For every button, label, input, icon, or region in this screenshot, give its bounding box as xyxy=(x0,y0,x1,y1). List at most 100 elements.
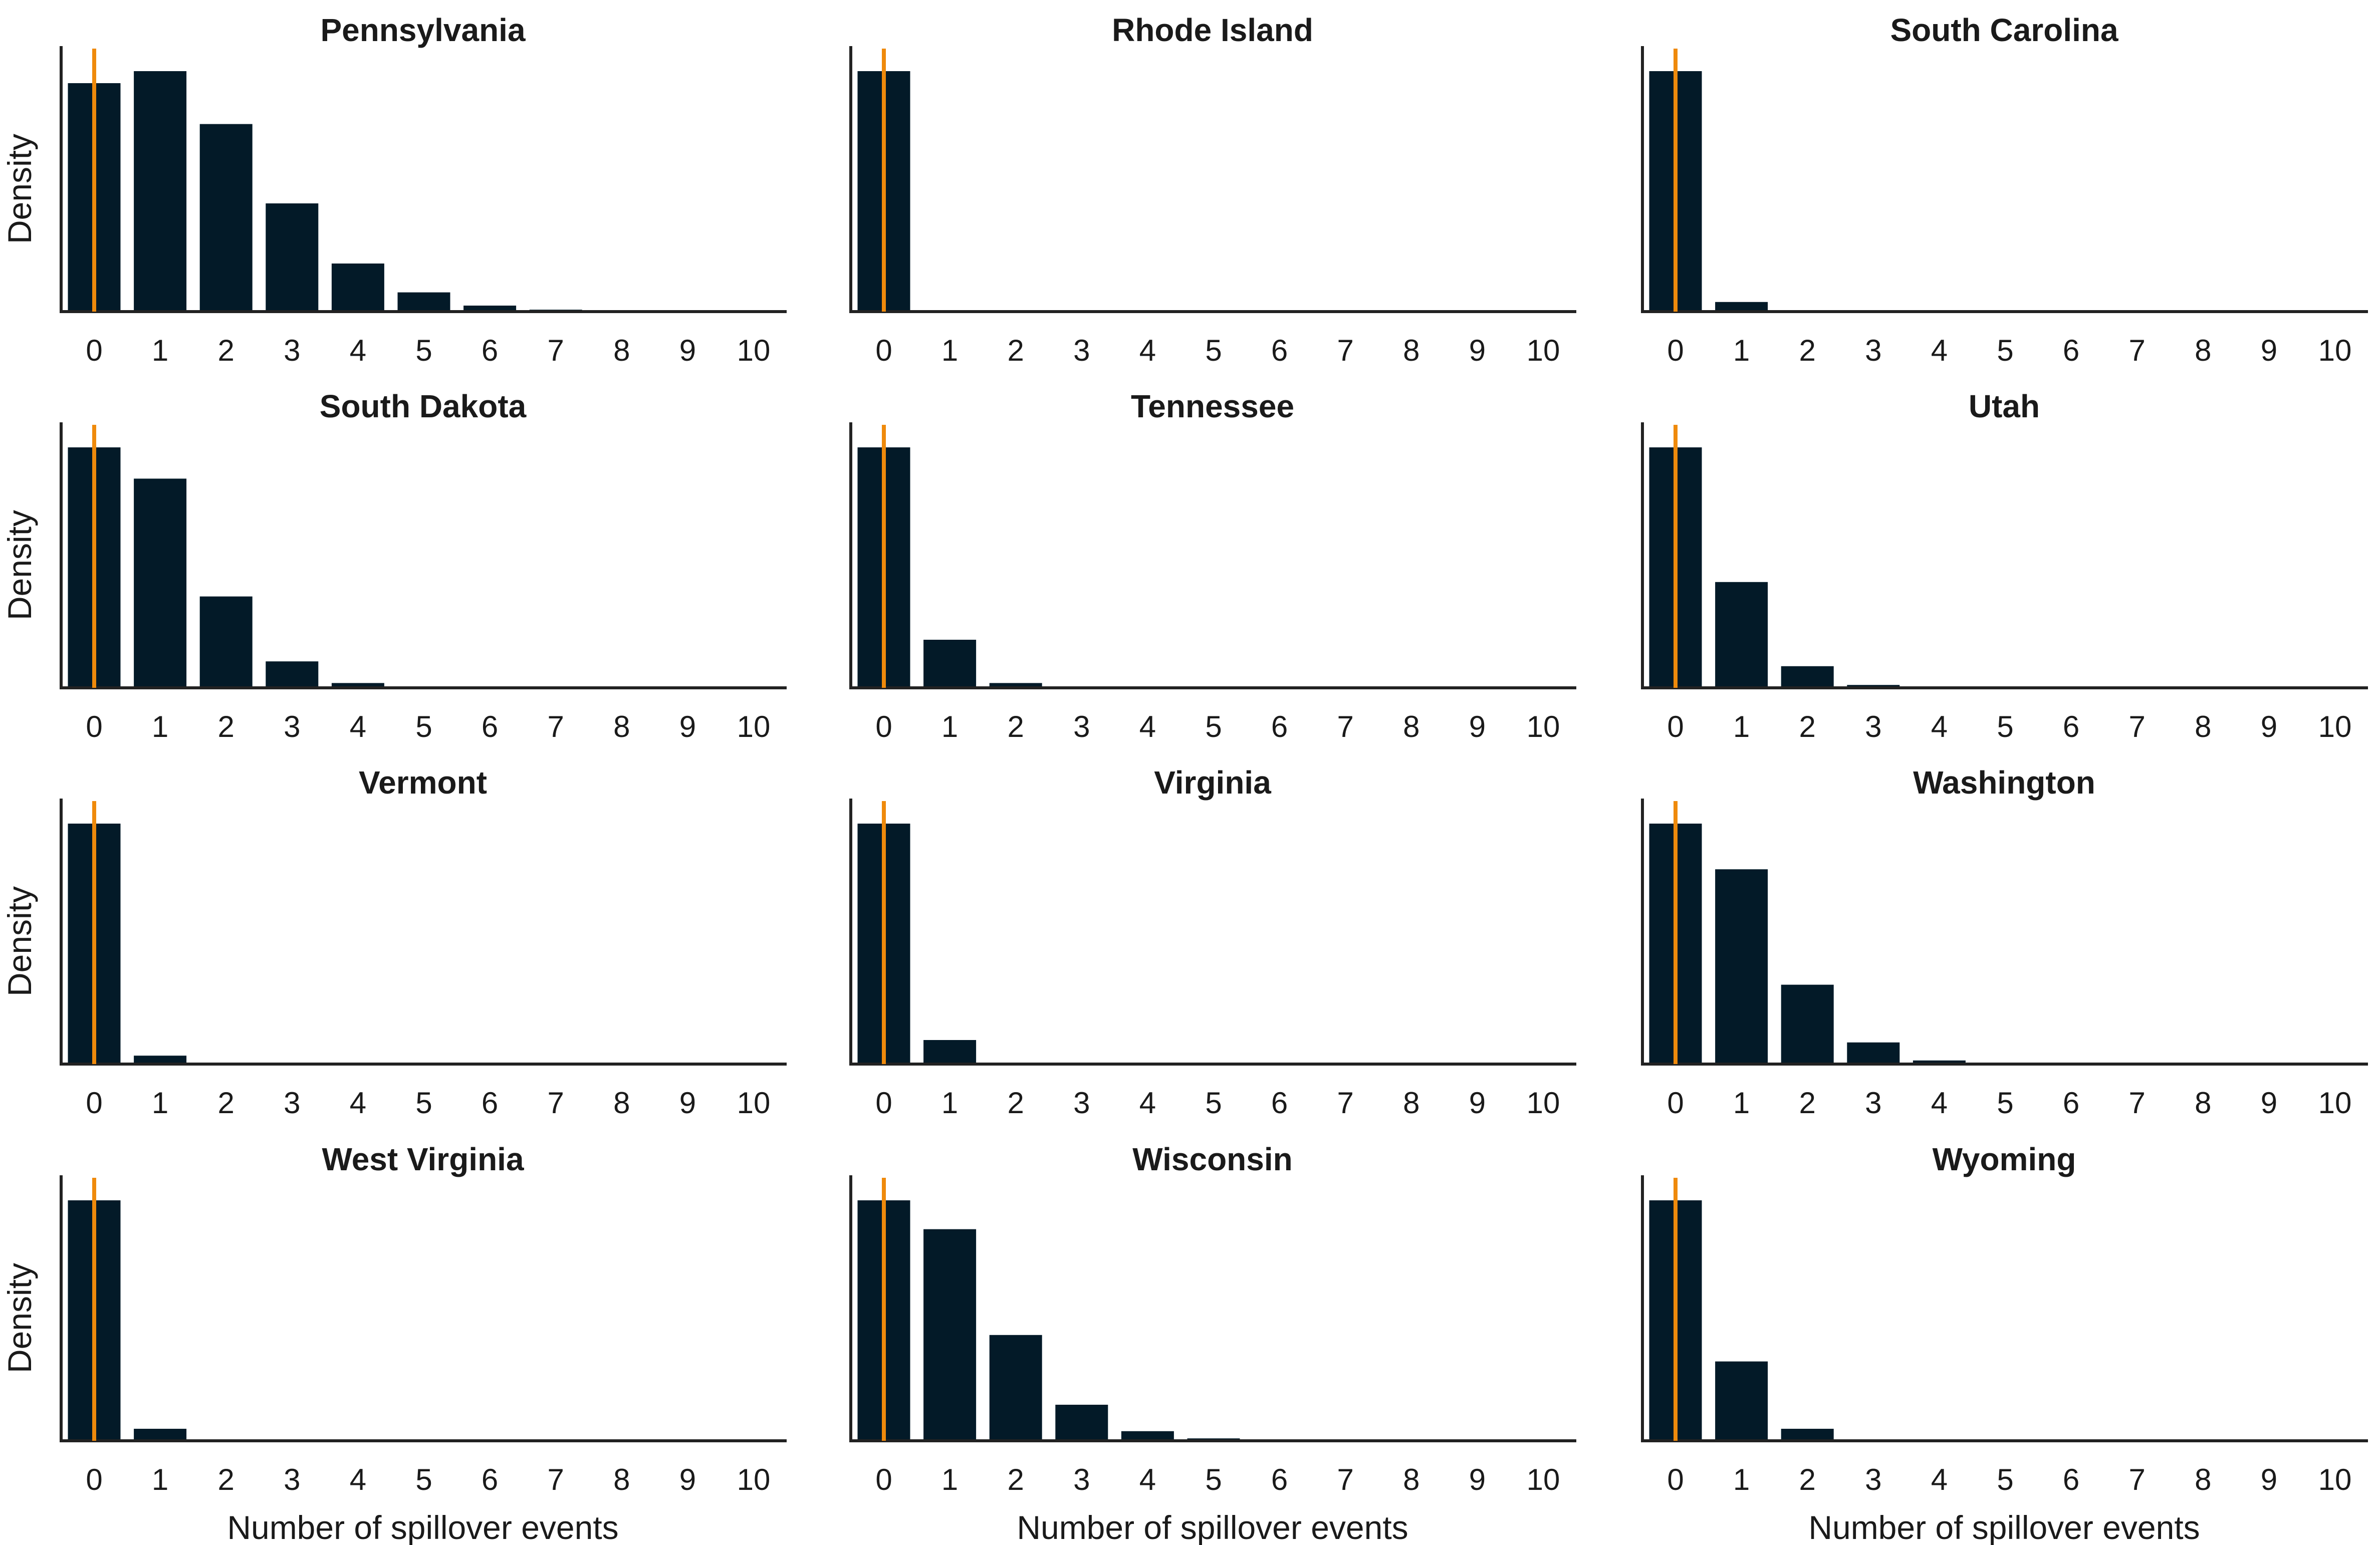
x-tick-label: 9 xyxy=(679,710,696,743)
x-tick-label: 8 xyxy=(1403,1086,1419,1120)
x-tick-label: 8 xyxy=(2195,1463,2211,1496)
x-tick-label: 2 xyxy=(1008,710,1024,743)
x-tick-label: 1 xyxy=(1733,334,1750,367)
panel-wyoming: Wyoming 0 1 2 3 4 5 6 7 8 9 10 Number of spillover e… xyxy=(1641,1141,2368,1545)
x-tick-label: 6 xyxy=(1271,1463,1288,1496)
panel-south-carolina: South Carolina 0 1 2 3 4 5 6 7 8 9 10 xyxy=(1641,12,2368,367)
x-tick-label: 9 xyxy=(679,1086,696,1120)
x-tick-label: 3 xyxy=(284,1086,300,1120)
x-tick-label: 5 xyxy=(1205,710,1222,743)
y-axis-label: Density xyxy=(1,134,38,244)
x-tick-label: 5 xyxy=(1205,1463,1222,1496)
x-tick-label: 5 xyxy=(1205,1086,1222,1120)
x-tick-label: 10 xyxy=(2318,334,2352,367)
panel-title: Wyoming xyxy=(1933,1141,2076,1177)
x-tick-label: 2 xyxy=(1799,710,1816,743)
panel-title: Virginia xyxy=(1154,764,1271,801)
x-tick-label: 8 xyxy=(2195,334,2211,367)
x-tick-label: 5 xyxy=(415,334,432,367)
x-tick-label: 7 xyxy=(2129,334,2146,367)
x-tick-label: 6 xyxy=(482,334,498,367)
bar xyxy=(134,71,187,312)
x-tick-label: 4 xyxy=(350,1463,366,1496)
x-tick-label: 6 xyxy=(482,1463,498,1496)
panel-wisconsin: Wisconsin 0 1 2 3 4 5 6 7 8 9 10 Number of spillover… xyxy=(849,1141,1576,1545)
x-tick-label: 4 xyxy=(1139,1086,1156,1120)
panel-title: Utah xyxy=(1969,388,2040,424)
bar xyxy=(1847,1042,1900,1064)
x-tick-label: 10 xyxy=(1527,1086,1560,1120)
x-tick-label: 0 xyxy=(1667,1086,1684,1120)
x-tick-label: 9 xyxy=(679,1463,696,1496)
x-tick-label: 6 xyxy=(482,710,498,743)
x-tick-label: 8 xyxy=(613,1463,630,1496)
x-tick-label: 7 xyxy=(1337,334,1354,367)
x-tick-label: 2 xyxy=(218,334,234,367)
x-tick-label: 1 xyxy=(152,334,168,367)
x-axis-label: Number of spillover events xyxy=(1808,1509,2200,1545)
panel-west-virginia: West Virginia 0 1 2 3 4 5 6 7 8 9 10 Density Number o… xyxy=(1,1141,787,1545)
x-tick-label: 5 xyxy=(415,1086,432,1120)
x-tick-label: 7 xyxy=(2129,1086,2146,1120)
x-tick-label: 2 xyxy=(218,710,234,743)
x-tick-label: 10 xyxy=(2318,1463,2352,1496)
bar xyxy=(199,124,253,312)
x-tick-label: 5 xyxy=(1205,334,1222,367)
x-tick-label: 9 xyxy=(1469,710,1486,743)
x-tick-label: 3 xyxy=(1073,334,1090,367)
x-tick-label: 2 xyxy=(1799,1463,1816,1496)
x-tick-label: 4 xyxy=(350,334,366,367)
x-tick-label: 7 xyxy=(2129,710,2146,743)
y-axis-label: Density xyxy=(1,1263,38,1373)
panel-title: Pennsylvania xyxy=(320,12,526,48)
panel-south-dakota: South Dakota 0 1 2 3 4 5 6 7 8 9 10 Density xyxy=(1,388,787,743)
x-tick-label: 10 xyxy=(1527,1463,1560,1496)
x-tick-label: 8 xyxy=(613,334,630,367)
x-tick-label: 2 xyxy=(1008,334,1024,367)
x-tick-label: 0 xyxy=(86,710,102,743)
panel-virginia: Virginia 0 1 2 3 4 5 6 7 8 9 10 xyxy=(849,764,1576,1120)
x-tick-label: 10 xyxy=(737,334,771,367)
bar xyxy=(923,640,977,688)
x-tick-label: 8 xyxy=(613,710,630,743)
x-tick-label: 5 xyxy=(1997,710,2013,743)
bar xyxy=(989,683,1042,688)
x-tick-label: 1 xyxy=(152,710,168,743)
x-tick-label: 1 xyxy=(1733,1463,1750,1496)
x-tick-label: 0 xyxy=(1667,710,1684,743)
x-tick-label: 4 xyxy=(1931,710,1948,743)
bar xyxy=(1781,1429,1834,1441)
x-tick-label: 7 xyxy=(548,1463,564,1496)
x-tick-label: 8 xyxy=(1403,710,1419,743)
x-tick-label: 2 xyxy=(218,1086,234,1120)
y-axis-label: Density xyxy=(1,510,38,620)
x-tick-label: 6 xyxy=(2063,710,2079,743)
x-tick-label: 1 xyxy=(941,334,958,367)
x-tick-label: 7 xyxy=(548,1086,564,1120)
bar xyxy=(1913,1060,1966,1064)
bar xyxy=(1715,1361,1768,1441)
x-tick-label: 8 xyxy=(1403,334,1419,367)
x-tick-label: 4 xyxy=(350,710,366,743)
bar xyxy=(331,683,384,688)
x-tick-label: 6 xyxy=(2063,1086,2079,1120)
panel-washington: Washington 0 1 2 3 4 5 6 7 8 9 10 xyxy=(1641,764,2368,1120)
x-tick-label: 3 xyxy=(284,334,300,367)
bar xyxy=(989,1335,1042,1441)
x-tick-label: 5 xyxy=(1997,334,2013,367)
x-tick-label: 6 xyxy=(1271,1086,1288,1120)
x-tick-label: 7 xyxy=(1337,1463,1354,1496)
x-tick-label: 3 xyxy=(1073,710,1090,743)
x-tick-label: 5 xyxy=(1997,1463,2013,1496)
bar xyxy=(1781,666,1834,688)
panel-title: West Virginia xyxy=(322,1141,524,1177)
x-tick-label: 9 xyxy=(2261,710,2277,743)
bar xyxy=(1121,1431,1174,1441)
bar xyxy=(199,596,253,688)
x-tick-label: 6 xyxy=(2063,1463,2079,1496)
x-tick-label: 4 xyxy=(1139,1463,1156,1496)
x-tick-label: 6 xyxy=(482,1086,498,1120)
x-tick-label: 4 xyxy=(1931,1463,1948,1496)
x-tick-label: 10 xyxy=(737,1086,771,1120)
x-tick-label: 8 xyxy=(2195,1086,2211,1120)
